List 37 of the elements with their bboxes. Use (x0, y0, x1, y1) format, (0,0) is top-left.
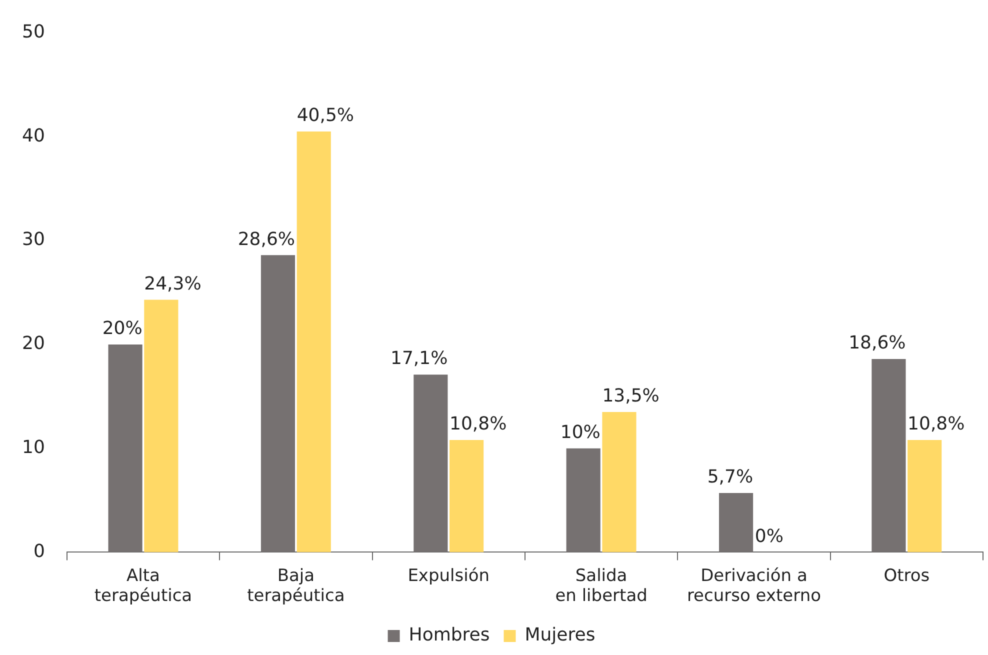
bar (450, 440, 484, 552)
bar (414, 374, 448, 552)
bar (108, 344, 142, 552)
data-label: 5,7% (707, 466, 754, 488)
data-label: 28,6% (238, 228, 296, 250)
bar (872, 358, 906, 552)
x-tick-label: Otros (884, 566, 930, 586)
y-tick-label: 30 (22, 229, 45, 250)
bar (144, 300, 178, 552)
y-tick-label: 50 (22, 21, 45, 42)
data-label: 10% (560, 422, 600, 443)
bar (718, 492, 754, 552)
y-tick-label: 40 (22, 125, 45, 146)
x-tick-label: Alta terapéutica (94, 566, 192, 606)
data-label: 18,6% (848, 332, 906, 354)
bar (260, 255, 296, 552)
data-label: 24,3% (144, 273, 202, 294)
legend-label: Mujeres (524, 624, 596, 646)
data-label: 17,1% (390, 348, 448, 370)
bar (602, 412, 636, 552)
x-tick-label: Derivación a recurso externo (686, 566, 822, 606)
legend-label: Hombres (408, 624, 490, 646)
x-tick-label: Expulsión (408, 566, 490, 586)
y-tick-label: 0 (33, 540, 45, 562)
x-tick-label: Baja terapéutica (247, 566, 345, 606)
data-label: 0% (754, 526, 784, 547)
y-tick-label: 10 (22, 436, 45, 458)
data-label: 10,8% (450, 414, 507, 435)
data-label: 40,5% (296, 105, 354, 126)
x-tick-label: Salida en libertad (555, 566, 648, 606)
data-label: 13,5% (602, 386, 660, 407)
data-label: 20% (102, 318, 142, 340)
bar (566, 448, 600, 552)
bar (296, 131, 331, 552)
data-label: 10,8% (908, 414, 965, 435)
bar (908, 440, 942, 552)
y-tick-label: 20 (22, 333, 45, 354)
